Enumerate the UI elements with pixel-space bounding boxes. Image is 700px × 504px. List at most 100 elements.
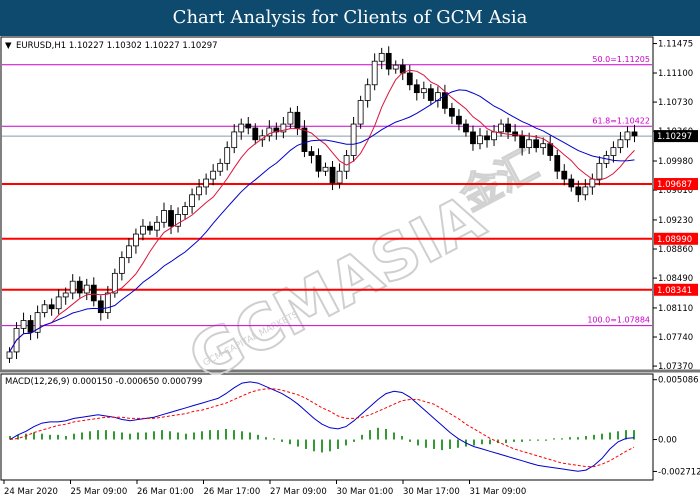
candle-down bbox=[90, 284, 97, 302]
candle-down bbox=[76, 280, 83, 294]
candle-down bbox=[294, 111, 301, 129]
support-price-tag bbox=[654, 178, 698, 191]
candle-down bbox=[427, 88, 434, 101]
candle-down bbox=[505, 123, 511, 133]
candle-down bbox=[168, 210, 174, 227]
candle-up bbox=[610, 147, 617, 156]
candle-up bbox=[378, 52, 385, 62]
candle-up bbox=[154, 221, 160, 231]
fibonacci-label: 61.8=1.10422 bbox=[592, 116, 650, 125]
candle-down bbox=[456, 115, 462, 125]
price-tick-label: 1.11475 bbox=[658, 40, 693, 50]
price-tick-label: 1.07740 bbox=[658, 333, 693, 343]
candle-down bbox=[406, 72, 413, 86]
time-tick-label: 26 Mar 01:00 bbox=[137, 487, 194, 497]
candle-up bbox=[203, 178, 210, 188]
time-tick-label: 25 Mar 09:00 bbox=[71, 487, 128, 497]
candle-up bbox=[582, 186, 589, 196]
candle-up bbox=[125, 245, 132, 259]
candle-down bbox=[533, 139, 540, 149]
chart-header: Chart Analysis for Clients of GCM Asia bbox=[0, 0, 700, 36]
candle-up bbox=[34, 312, 41, 333]
candle-up bbox=[196, 186, 203, 196]
candle-up bbox=[371, 60, 378, 86]
candle-up bbox=[69, 280, 76, 294]
candle-down bbox=[470, 131, 476, 145]
price-tick-label: 1.09980 bbox=[658, 157, 693, 167]
candle-up bbox=[182, 206, 188, 215]
candle-up bbox=[140, 225, 146, 235]
candle-up bbox=[231, 131, 238, 149]
candle-up bbox=[224, 147, 231, 164]
current-price-tag bbox=[654, 130, 698, 143]
candle-down bbox=[575, 186, 582, 196]
candle-up bbox=[280, 123, 287, 133]
time-tick-label: 30 Mar 01:00 bbox=[337, 487, 394, 497]
candle-down bbox=[554, 155, 561, 172]
time-tick-label: 27 Mar 09:00 bbox=[270, 487, 327, 497]
price-tick-label: 1.08110 bbox=[658, 304, 693, 314]
candle-up bbox=[189, 194, 195, 207]
chart-title: Chart Analysis for Clients of GCM Asia bbox=[172, 7, 528, 28]
fibonacci-label: 100.0=1.07884 bbox=[587, 316, 650, 325]
moving-average-fast-line bbox=[9, 69, 635, 353]
fibonacci-label: 50.0=1.11205 bbox=[592, 55, 650, 64]
candle-up bbox=[62, 292, 69, 298]
time-tick-label: 30 Mar 17:00 bbox=[403, 487, 460, 497]
candle-up bbox=[477, 135, 483, 145]
symbol-triangle-icon: ▼ bbox=[5, 41, 12, 51]
macd-tick-label: 0.00 bbox=[658, 436, 677, 446]
chart-area: 1.114751.111001.107301.103601.099801.096… bbox=[0, 36, 700, 500]
candle-down bbox=[315, 155, 322, 172]
support-price-label: 1.08341 bbox=[657, 286, 692, 296]
candle-up bbox=[498, 123, 504, 133]
candle-up bbox=[259, 135, 266, 141]
candle-down bbox=[441, 92, 448, 109]
price-chart-svg: 1.114751.111001.107301.103601.099801.096… bbox=[0, 36, 700, 500]
candle-up bbox=[343, 155, 350, 172]
candle-up bbox=[336, 170, 343, 184]
chart-background bbox=[0, 36, 700, 500]
candle-up bbox=[350, 123, 357, 156]
candle-up bbox=[210, 170, 217, 180]
candle-down bbox=[413, 84, 420, 94]
candle-up bbox=[624, 131, 631, 141]
candle-down bbox=[329, 166, 336, 184]
candle-up bbox=[238, 123, 245, 133]
candle-down bbox=[484, 135, 490, 141]
macd-tick-label: 0.005086 bbox=[658, 376, 699, 386]
candle-up bbox=[104, 292, 111, 314]
candle-down bbox=[449, 107, 455, 117]
time-tick-label: 26 Mar 17:00 bbox=[204, 487, 261, 497]
support-price-tag bbox=[654, 232, 698, 245]
support-price-label: 1.08990 bbox=[657, 235, 692, 245]
candle-up bbox=[41, 304, 48, 314]
current-price-label: 1.10297 bbox=[657, 132, 692, 142]
price-tick-label: 1.09230 bbox=[658, 216, 693, 226]
candle-up bbox=[133, 233, 139, 247]
price-tick-label: 1.10730 bbox=[658, 98, 693, 108]
macd-signal-line bbox=[9, 388, 635, 468]
candle-up bbox=[526, 139, 533, 149]
candle-up bbox=[175, 214, 181, 227]
candle-up bbox=[540, 143, 547, 149]
support-price-tag bbox=[654, 283, 698, 296]
candle-down bbox=[561, 170, 568, 180]
candle-up bbox=[111, 272, 118, 294]
price-info-line: EURUSD,H1 1.10227 1.10302 1.10227 1.1029… bbox=[16, 41, 218, 51]
candle-down bbox=[147, 225, 153, 231]
candle-up bbox=[20, 320, 27, 329]
price-tick-label: 1.08860 bbox=[658, 245, 693, 255]
candle-down bbox=[631, 131, 638, 137]
candle-up bbox=[118, 257, 125, 274]
candle-up bbox=[266, 127, 273, 137]
candle-down bbox=[308, 151, 315, 156]
candle-down bbox=[512, 131, 519, 137]
moving-average-slow-line bbox=[9, 89, 635, 353]
candle-down bbox=[463, 123, 469, 133]
candle-up bbox=[322, 166, 329, 172]
candle-up bbox=[217, 162, 224, 172]
candle-down bbox=[385, 52, 392, 70]
candle-up bbox=[83, 284, 90, 294]
macd-tick-label: -0.002712 bbox=[658, 467, 700, 477]
